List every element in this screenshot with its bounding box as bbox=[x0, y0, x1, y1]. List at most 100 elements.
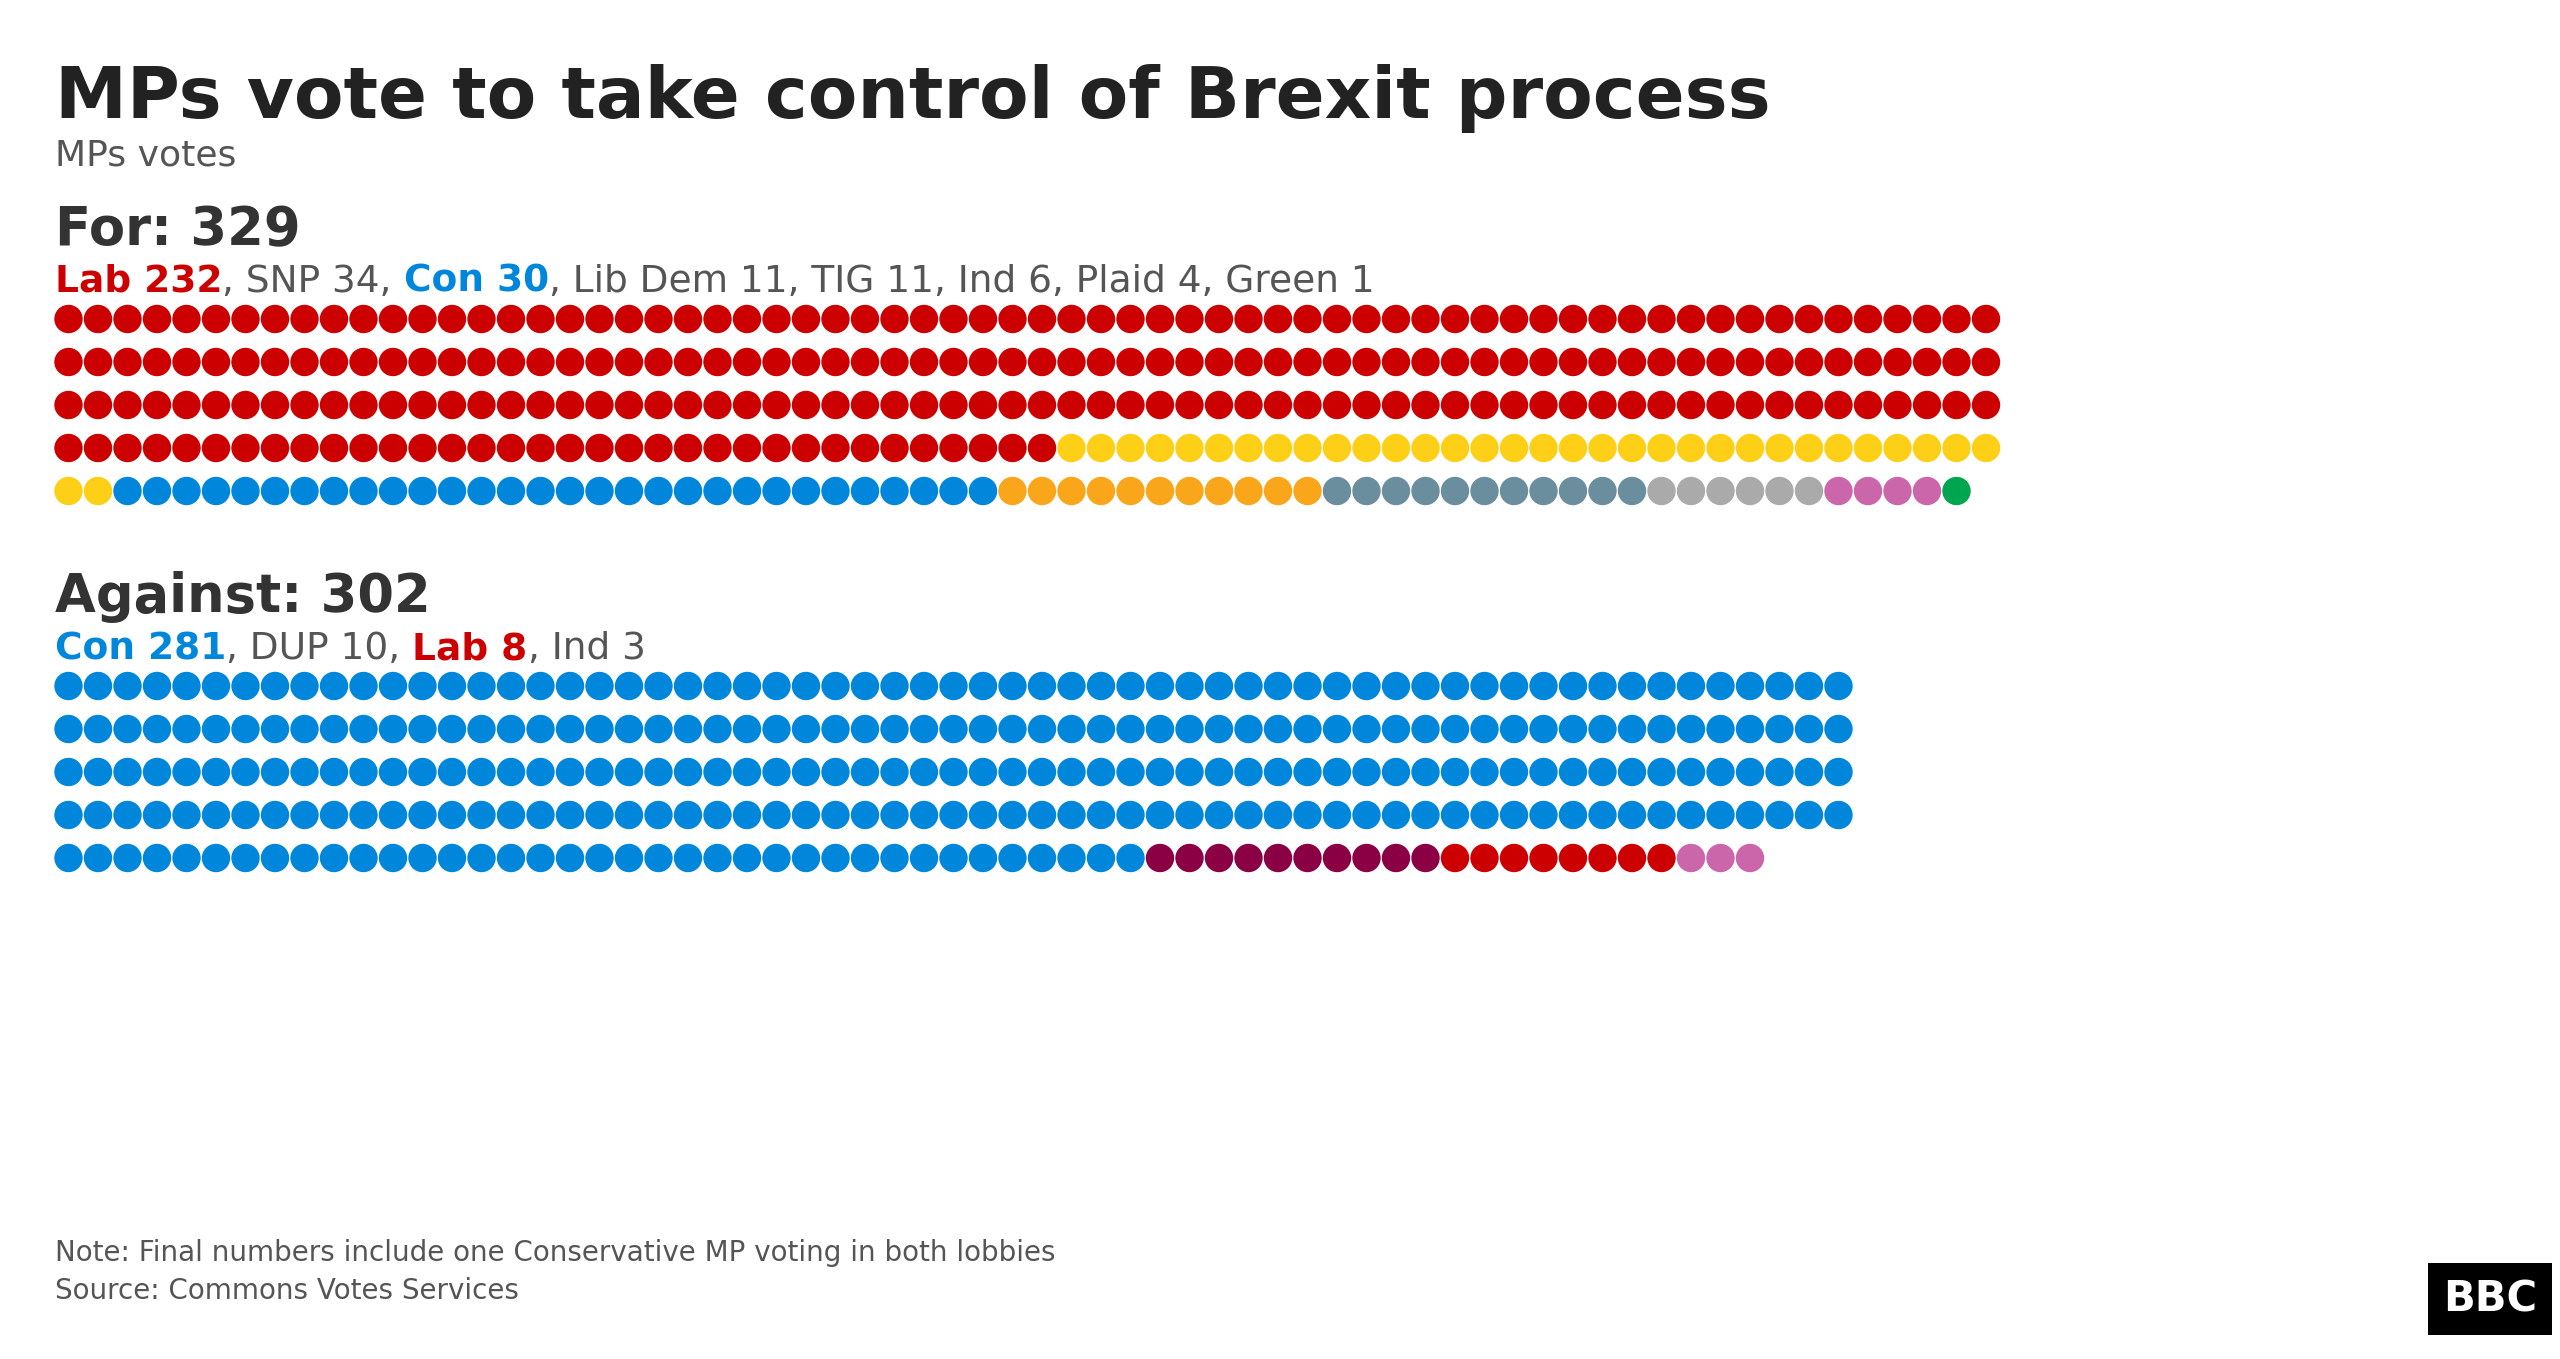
Circle shape bbox=[497, 306, 525, 333]
Circle shape bbox=[735, 391, 760, 419]
Circle shape bbox=[1293, 673, 1321, 700]
Circle shape bbox=[673, 348, 701, 375]
Circle shape bbox=[1293, 844, 1321, 871]
Circle shape bbox=[438, 844, 466, 871]
Circle shape bbox=[1382, 348, 1411, 375]
Circle shape bbox=[410, 758, 435, 786]
Circle shape bbox=[1147, 435, 1172, 462]
Circle shape bbox=[704, 477, 732, 504]
Circle shape bbox=[1943, 391, 1971, 419]
Circle shape bbox=[1677, 391, 1705, 419]
Circle shape bbox=[998, 844, 1027, 871]
Circle shape bbox=[673, 306, 701, 333]
Circle shape bbox=[970, 306, 996, 333]
Circle shape bbox=[527, 306, 553, 333]
Circle shape bbox=[410, 715, 435, 742]
Circle shape bbox=[438, 477, 466, 504]
Circle shape bbox=[1708, 673, 1733, 700]
Circle shape bbox=[292, 844, 317, 871]
Circle shape bbox=[1413, 391, 1439, 419]
Circle shape bbox=[852, 758, 878, 786]
Circle shape bbox=[1677, 477, 1705, 504]
Circle shape bbox=[940, 715, 968, 742]
Circle shape bbox=[1029, 802, 1055, 829]
Circle shape bbox=[1029, 758, 1055, 786]
Circle shape bbox=[54, 477, 82, 504]
Circle shape bbox=[1206, 802, 1231, 829]
Circle shape bbox=[1293, 435, 1321, 462]
Circle shape bbox=[527, 477, 553, 504]
Circle shape bbox=[735, 348, 760, 375]
Circle shape bbox=[1116, 715, 1144, 742]
Circle shape bbox=[1708, 435, 1733, 462]
Circle shape bbox=[1708, 802, 1733, 829]
Circle shape bbox=[468, 758, 494, 786]
Circle shape bbox=[1116, 673, 1144, 700]
Circle shape bbox=[497, 758, 525, 786]
Circle shape bbox=[1413, 673, 1439, 700]
Circle shape bbox=[1234, 348, 1262, 375]
Circle shape bbox=[1354, 844, 1380, 871]
Circle shape bbox=[1413, 348, 1439, 375]
Circle shape bbox=[1825, 715, 1851, 742]
Circle shape bbox=[174, 391, 200, 419]
Circle shape bbox=[586, 715, 612, 742]
Circle shape bbox=[1500, 844, 1528, 871]
Circle shape bbox=[1559, 802, 1587, 829]
Circle shape bbox=[1974, 435, 1999, 462]
Circle shape bbox=[1500, 673, 1528, 700]
Circle shape bbox=[438, 715, 466, 742]
Circle shape bbox=[1853, 348, 1882, 375]
Text: Source: Commons Votes Services: Source: Commons Votes Services bbox=[54, 1277, 520, 1305]
Circle shape bbox=[1354, 673, 1380, 700]
Circle shape bbox=[1618, 348, 1646, 375]
Circle shape bbox=[822, 802, 850, 829]
Circle shape bbox=[1206, 844, 1231, 871]
Circle shape bbox=[1324, 673, 1352, 700]
Circle shape bbox=[1441, 435, 1469, 462]
Circle shape bbox=[1531, 435, 1556, 462]
Circle shape bbox=[881, 758, 909, 786]
Circle shape bbox=[527, 673, 553, 700]
Circle shape bbox=[54, 802, 82, 829]
Circle shape bbox=[645, 477, 671, 504]
Circle shape bbox=[1708, 391, 1733, 419]
Circle shape bbox=[115, 306, 141, 333]
Circle shape bbox=[1649, 391, 1674, 419]
Circle shape bbox=[1500, 435, 1528, 462]
Circle shape bbox=[1795, 348, 1823, 375]
Circle shape bbox=[645, 435, 671, 462]
Circle shape bbox=[1382, 673, 1411, 700]
Text: Con 30: Con 30 bbox=[404, 264, 548, 300]
Circle shape bbox=[84, 844, 113, 871]
Circle shape bbox=[468, 673, 494, 700]
Circle shape bbox=[202, 844, 230, 871]
Circle shape bbox=[1618, 306, 1646, 333]
Circle shape bbox=[1708, 477, 1733, 504]
Circle shape bbox=[614, 844, 643, 871]
Circle shape bbox=[1293, 802, 1321, 829]
Circle shape bbox=[292, 391, 317, 419]
Circle shape bbox=[911, 477, 937, 504]
Circle shape bbox=[1736, 802, 1764, 829]
Circle shape bbox=[1677, 435, 1705, 462]
Circle shape bbox=[1147, 306, 1172, 333]
Circle shape bbox=[1472, 306, 1498, 333]
Circle shape bbox=[970, 348, 996, 375]
Circle shape bbox=[1943, 477, 1971, 504]
Circle shape bbox=[438, 673, 466, 700]
Circle shape bbox=[852, 844, 878, 871]
Circle shape bbox=[881, 802, 909, 829]
Circle shape bbox=[233, 391, 259, 419]
Circle shape bbox=[1029, 391, 1055, 419]
Circle shape bbox=[940, 802, 968, 829]
Circle shape bbox=[852, 435, 878, 462]
Circle shape bbox=[1677, 758, 1705, 786]
Circle shape bbox=[1324, 391, 1352, 419]
Circle shape bbox=[115, 477, 141, 504]
Circle shape bbox=[320, 306, 348, 333]
Circle shape bbox=[998, 673, 1027, 700]
Circle shape bbox=[1265, 306, 1290, 333]
Circle shape bbox=[84, 306, 113, 333]
Circle shape bbox=[527, 802, 553, 829]
